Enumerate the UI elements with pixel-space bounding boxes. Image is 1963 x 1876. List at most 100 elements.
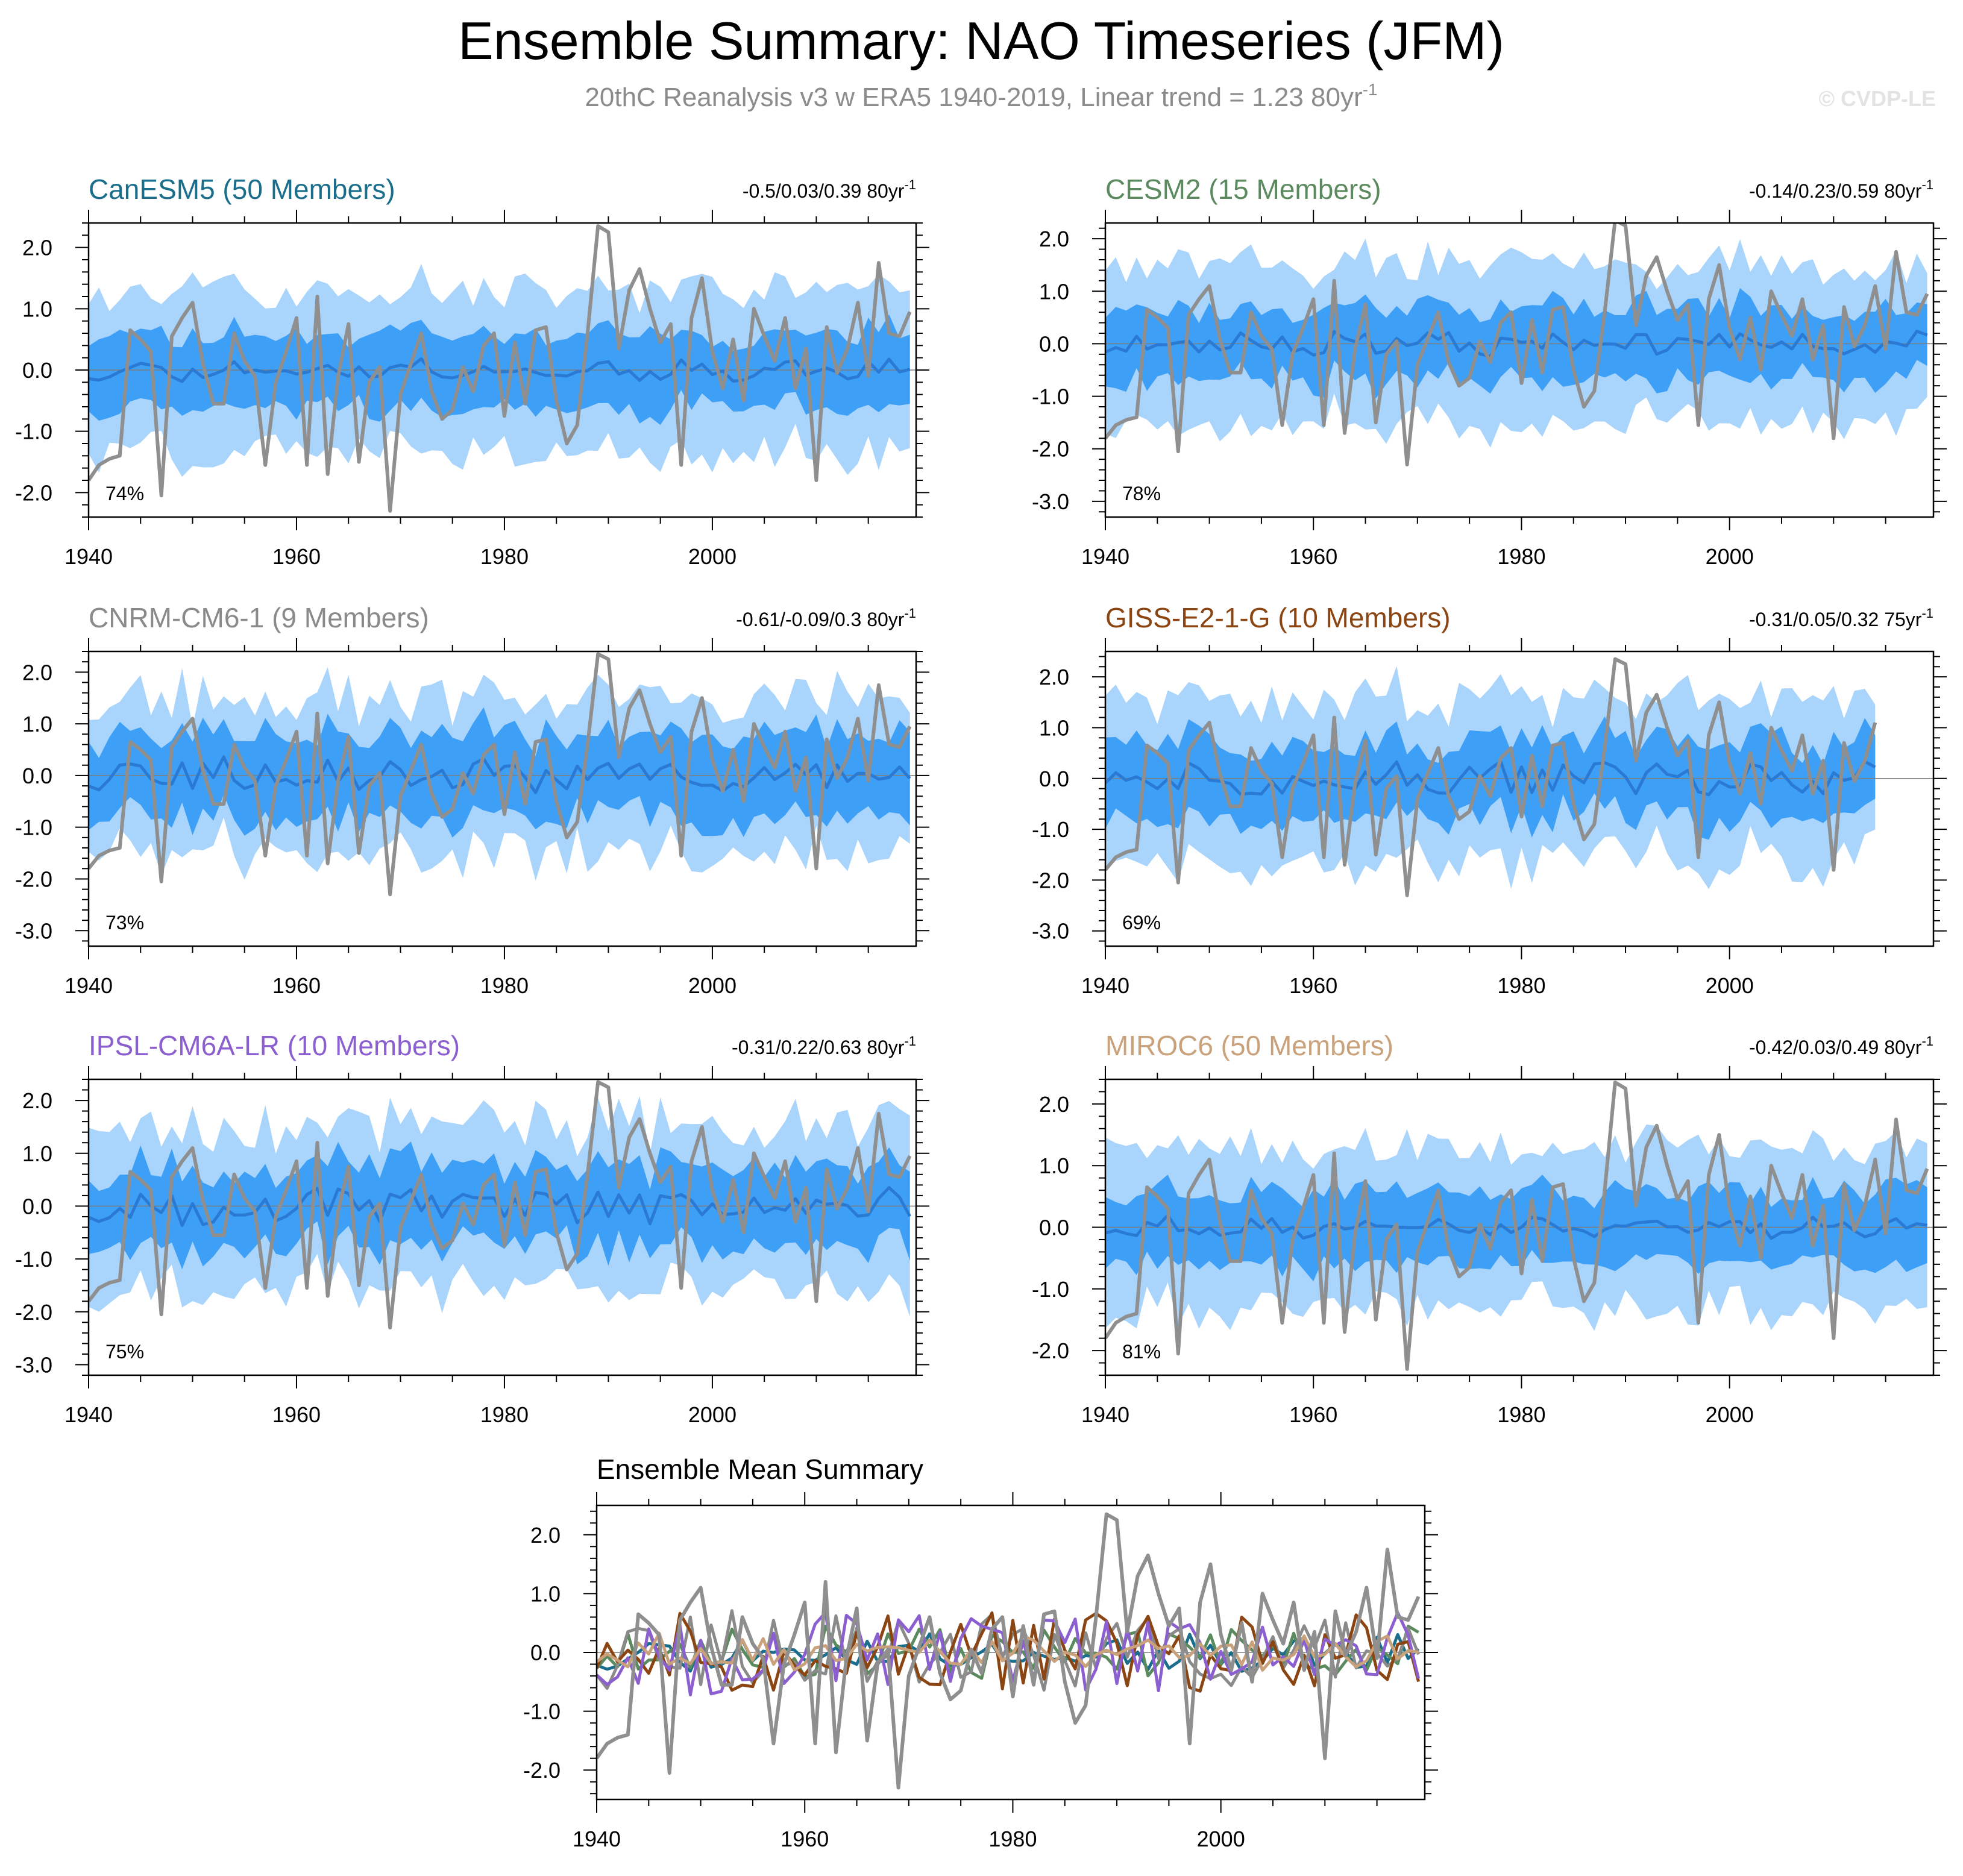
y-tick-label: -3.0 <box>15 918 52 943</box>
y-tick-label: 0.0 <box>530 1640 561 1665</box>
y-tick-label: 0.0 <box>1039 767 1069 791</box>
y-tick-label: -2.0 <box>523 1758 561 1783</box>
y-tick-label: -1.0 <box>15 815 52 840</box>
observed-line <box>89 1080 912 1330</box>
trend-sup: -1 <box>1921 606 1933 621</box>
panel-miroc6: MIROC6 (50 Members) -0.42/0.03/0.49 80yr-… <box>1032 1030 1947 1427</box>
y-tick-label: -1.0 <box>523 1699 561 1724</box>
trend-sup: -1 <box>904 1034 916 1049</box>
x-tick-label: 1960 <box>272 973 321 998</box>
x-tick-label: 1980 <box>480 544 529 569</box>
observed-line <box>89 652 912 897</box>
y-tick-label: -3.0 <box>1032 919 1069 944</box>
x-tick-label: 1980 <box>480 1402 529 1427</box>
x-tick-label: 1940 <box>64 1402 113 1427</box>
observed-line <box>1105 1081 1929 1371</box>
y-tick-label: -3.0 <box>1032 489 1069 514</box>
copyright-watermark: © CVDP-LE <box>1818 86 1936 111</box>
panel-title: CanESM5 (50 Members) <box>89 174 395 205</box>
x-tick-label: 2000 <box>1706 973 1754 998</box>
y-tick-label: 0.0 <box>1039 1216 1069 1240</box>
trend-text: -0.42/0.03/0.49 80yr-1 <box>1749 1034 1933 1058</box>
y-tick-label: 1.0 <box>1039 715 1069 740</box>
x-tick-label: 1960 <box>1289 1402 1337 1427</box>
plot-area <box>597 1512 1425 1790</box>
trend-text: -0.5/0.03/0.39 80yr-1 <box>743 177 916 202</box>
plot-area <box>1105 223 1933 466</box>
x-tick-label: 1980 <box>1497 544 1545 569</box>
trend-text: -0.14/0.23/0.59 80yr-1 <box>1749 177 1933 202</box>
panel-giss: GISS-E2-1-G (10 Members) -0.31/0.05/0.32 … <box>1032 602 1947 998</box>
y-tick-label: 1.0 <box>1039 279 1069 304</box>
panel-title: Ensemble Mean Summary <box>597 1454 923 1485</box>
x-tick-label: 2000 <box>1706 544 1754 569</box>
x-tick-label: 1940 <box>64 544 113 569</box>
percent-label: 75% <box>105 1341 144 1363</box>
y-tick-label: -3.0 <box>15 1352 52 1377</box>
observed-line <box>1105 657 1877 897</box>
x-tick-label: 1960 <box>1289 973 1337 998</box>
trend-sup: -1 <box>1921 177 1933 192</box>
y-tick-label: 2.0 <box>22 236 52 260</box>
figure-subtitle: 20thC Reanalysis v3 w ERA5 1940-2019, Li… <box>585 80 1377 112</box>
percent-label: 74% <box>105 483 144 504</box>
panel-title: CESM2 (15 Members) <box>1105 174 1381 205</box>
percent-label: 78% <box>1122 483 1161 504</box>
plot-area <box>1105 657 1933 897</box>
observed-line <box>1105 223 1929 466</box>
trend-text: -0.61/-0.09/0.3 80yr-1 <box>736 606 916 630</box>
y-tick-label: 2.0 <box>1039 1092 1069 1117</box>
trend-text: -0.31/0.22/0.63 80yr-1 <box>732 1034 916 1058</box>
y-tick-label: -1.0 <box>15 419 52 444</box>
y-tick-label: 1.0 <box>530 1581 561 1606</box>
plot-area <box>89 1080 916 1330</box>
y-tick-label: 1.0 <box>22 712 52 736</box>
y-tick-label: -2.0 <box>1032 437 1069 462</box>
trend-sup: -1 <box>904 606 916 621</box>
y-tick-label: 1.0 <box>22 296 52 321</box>
plot-area <box>1105 1081 1933 1371</box>
y-tick-label: 2.0 <box>22 1088 52 1113</box>
x-tick-label: 1960 <box>780 1827 829 1851</box>
percent-label: 73% <box>105 912 144 933</box>
x-tick-label: 2000 <box>688 1402 737 1427</box>
plot-frame <box>87 650 917 947</box>
y-tick-label: -2.0 <box>15 867 52 891</box>
y-tick-label: 2.0 <box>1039 665 1069 689</box>
x-tick-label: 1980 <box>1497 973 1545 998</box>
trend-value: -0.61/-0.09/0.3 80yr <box>736 609 905 630</box>
panel-canesm5: CanESM5 (50 Members) -0.5/0.03/0.39 80yr-… <box>15 174 929 569</box>
observed-line <box>89 224 912 513</box>
plot-frame <box>1104 222 1935 518</box>
figure-title: Ensemble Summary: NAO Timeseries (JFM) <box>458 11 1504 71</box>
trend-sup: -1 <box>904 177 916 192</box>
x-tick-label: 1960 <box>1289 544 1337 569</box>
panel-title: MIROC6 (50 Members) <box>1105 1030 1393 1061</box>
x-tick-label: 1940 <box>573 1827 621 1851</box>
x-tick-label: 2000 <box>688 544 737 569</box>
x-tick-label: 1980 <box>1497 1402 1545 1427</box>
y-tick-label: -1.0 <box>15 1247 52 1272</box>
x-tick-label: 1980 <box>480 973 529 998</box>
trend-value: -0.14/0.23/0.59 80yr <box>1749 180 1922 202</box>
panel-ens_mean_summary: Ensemble Mean Summary -2.0 -1.0 0.0 1.0 2.0 19… <box>523 1454 1438 1851</box>
percent-label: 81% <box>1122 1341 1161 1363</box>
y-tick-label: -2.0 <box>15 1300 52 1325</box>
trend-value: -0.42/0.03/0.49 80yr <box>1749 1037 1922 1058</box>
plot-area <box>89 652 916 897</box>
x-tick-label: 2000 <box>688 973 737 998</box>
y-tick-label: 0.0 <box>22 764 52 788</box>
panel-ipsl: IPSL-CM6A-LR (10 Members) -0.31/0.22/0.63… <box>15 1030 929 1427</box>
y-tick-label: 2.0 <box>530 1523 561 1548</box>
trend-value: -0.5/0.03/0.39 80yr <box>743 180 905 202</box>
y-tick-label: -2.0 <box>1032 868 1069 893</box>
panel-title: CNRM-CM6-1 (9 Members) <box>89 602 429 633</box>
x-tick-label: 1940 <box>1081 544 1129 569</box>
panel-cesm2: CESM2 (15 Members) -0.14/0.23/0.59 80yr-1… <box>1032 174 1947 569</box>
plot-area <box>89 224 916 513</box>
figure-subtitle-sup: -1 <box>1363 80 1378 99</box>
x-tick-label: 1940 <box>1081 973 1129 998</box>
y-tick-label: 0.0 <box>22 1194 52 1219</box>
y-tick-label: -1.0 <box>1032 384 1069 409</box>
